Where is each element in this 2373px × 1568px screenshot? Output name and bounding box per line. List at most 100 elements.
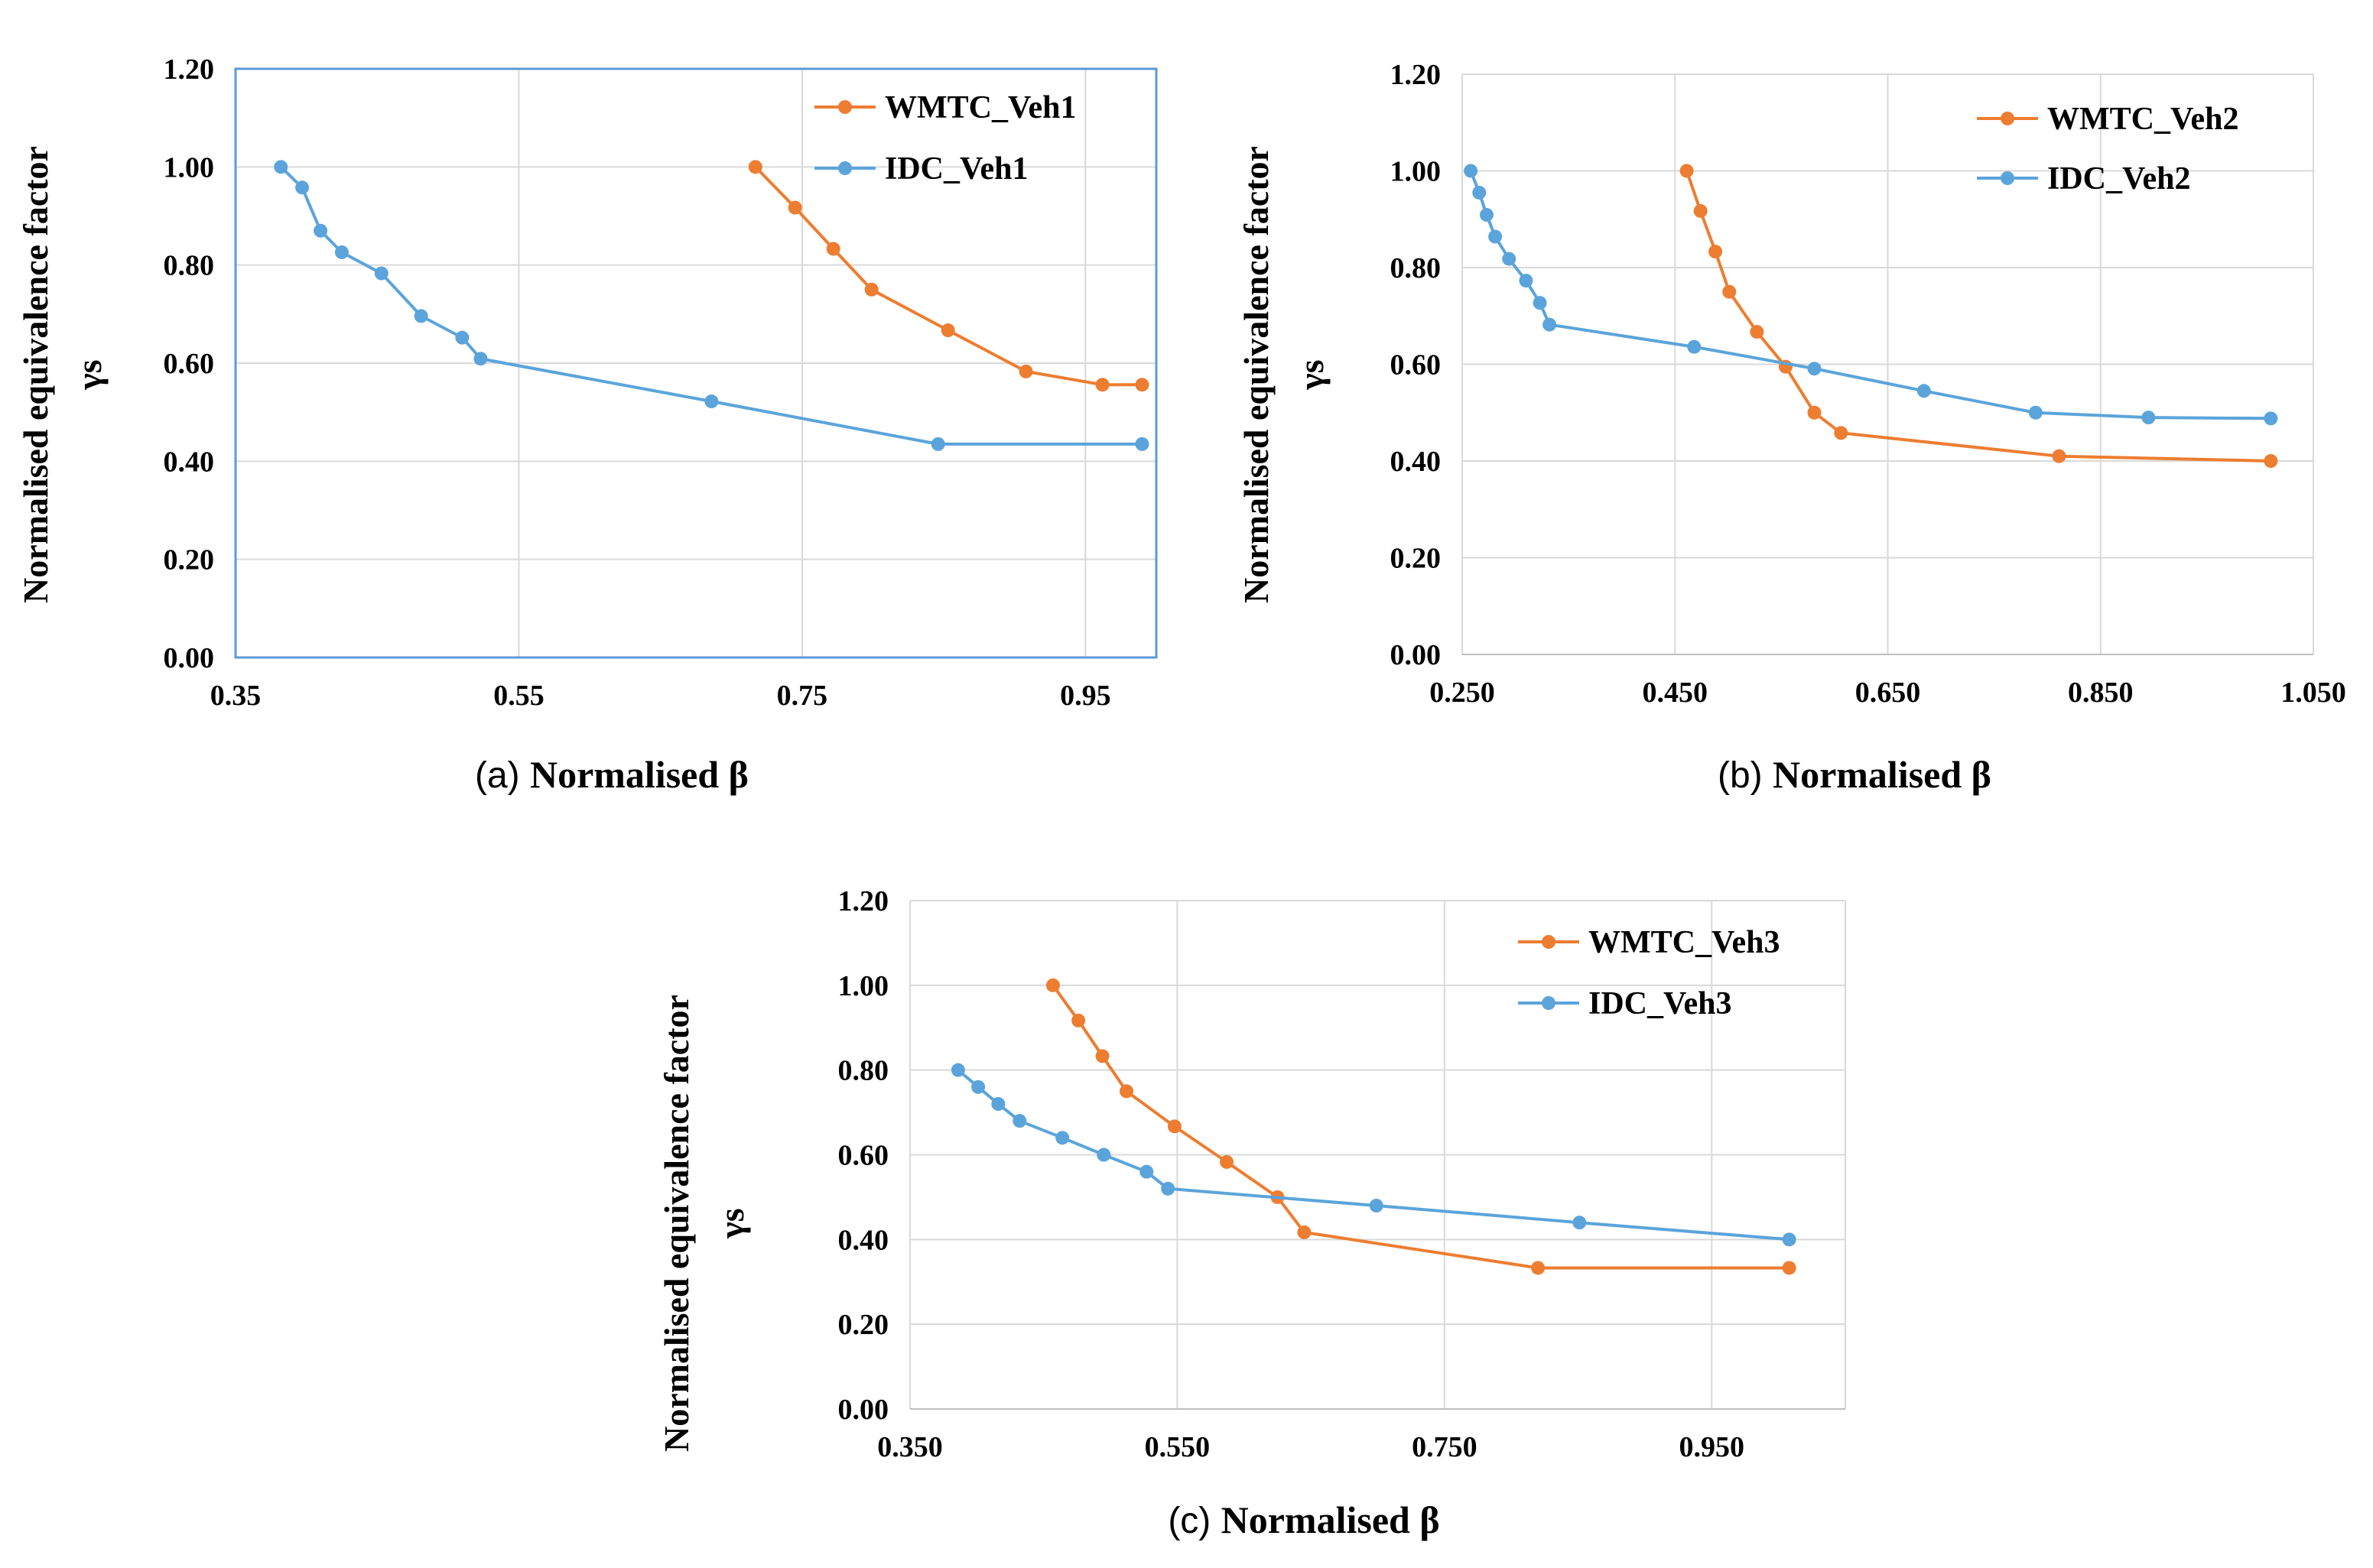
legend-label: IDC_Veh1	[885, 151, 1028, 187]
data-point-IDC_Veh2	[1542, 318, 1556, 332]
y-tick-label: 0.40	[164, 446, 215, 478]
y-tick-label: 1.20	[164, 54, 215, 86]
data-point-IDC_Veh1	[473, 352, 487, 365]
data-point-IDC_Veh3	[1139, 1165, 1153, 1179]
x-tick-label: 0.850	[2068, 677, 2134, 709]
y-tick-label: 0.20	[164, 544, 215, 576]
chart-2: 0.00 0.20 0.40 0.60 0.80 1.00 1.20 0.350 0.550 0.…	[657, 885, 1845, 1541]
data-point-WMTC_Veh2	[1834, 426, 1848, 440]
data-point-IDC_Veh2	[1917, 384, 1931, 398]
y-tick-label: 0.60	[838, 1140, 889, 1172]
data-point-WMTC_Veh2	[1694, 204, 1708, 218]
data-point-WMTC_Veh2	[1680, 164, 1694, 178]
x-tick-label: 0.55	[493, 680, 544, 712]
series-line-WMTC_Veh1	[756, 167, 1143, 385]
data-point-WMTC_Veh1	[1019, 365, 1033, 378]
data-point-WMTC_Veh3	[1297, 1226, 1311, 1239]
y-tick-label: 0.40	[1390, 446, 1442, 478]
y-tick-label: 0.60	[164, 348, 215, 380]
legend-label: WMTC_Veh3	[1588, 925, 1780, 960]
data-point-WMTC_Veh1	[1096, 378, 1110, 391]
x-tick-label: 0.250	[1429, 677, 1495, 709]
data-point-IDC_Veh2	[1687, 340, 1701, 354]
y-tick-label: 1.20	[1390, 59, 1442, 91]
data-point-WMTC_Veh2	[1722, 285, 1736, 299]
legend-label: IDC_Veh3	[1588, 986, 1731, 1021]
data-point-IDC_Veh1	[295, 180, 309, 194]
panel-letter: (a)	[475, 755, 530, 796]
y-tick-label: 0.40	[838, 1224, 889, 1256]
y-tick-label: 0.00	[164, 642, 215, 674]
chart-0: 0.00 0.20 0.40 0.60 0.80 1.00 1.20 0.35 0.55 0.75…	[16, 54, 1156, 796]
data-point-WMTC_Veh1	[788, 201, 802, 215]
legend-label: IDC_Veh2	[2047, 161, 2190, 196]
chart-1: 0.000.200.400.600.801.001.200.250 0.450 0.…	[1237, 59, 2346, 796]
x-tick-label: 0.550	[1145, 1431, 1211, 1463]
data-point-WMTC_Veh3	[1531, 1261, 1545, 1274]
y-tick-label: 0.20	[838, 1309, 889, 1341]
x-tick-label: 0.750	[1412, 1431, 1477, 1463]
data-point-IDC_Veh3	[1055, 1131, 1069, 1144]
data-point-IDC_Veh2	[1480, 208, 1494, 222]
x-axis-label: Normalised β	[1221, 1498, 1440, 1541]
data-point-IDC_Veh2	[1488, 230, 1502, 244]
data-point-IDC_Veh3	[1013, 1114, 1026, 1128]
x-axis-caption: (b) Normalised β	[1718, 753, 1991, 796]
data-point-IDC_Veh1	[314, 224, 327, 238]
panel-letter: (b)	[1718, 755, 1773, 796]
legend-marker	[838, 161, 852, 175]
x-axis-caption: (c) Normalised β	[1168, 1498, 1439, 1541]
data-point-WMTC_Veh3	[1096, 1049, 1110, 1063]
data-point-IDC_Veh2	[1519, 274, 1533, 287]
x-tick-label: 0.350	[877, 1431, 943, 1463]
data-point-IDC_Veh3	[1161, 1182, 1175, 1196]
data-point-WMTC_Veh1	[827, 242, 840, 255]
y-axis-label: Normalised equivalence factor	[1237, 146, 1276, 603]
y-tick-label: 1.00	[164, 151, 215, 183]
data-point-WMTC_Veh2	[1808, 406, 1822, 420]
y-axis-symbol: γs	[1292, 359, 1331, 390]
data-point-WMTC_Veh1	[1135, 378, 1149, 391]
data-point-WMTC_Veh3	[1220, 1155, 1234, 1169]
legend-marker	[1542, 935, 1555, 949]
x-tick-label: 0.950	[1679, 1431, 1745, 1463]
legend-label: WMTC_Veh2	[2047, 102, 2238, 137]
x-axis-caption: (a) Normalised β	[475, 753, 749, 796]
data-point-IDC_Veh3	[1783, 1232, 1796, 1246]
data-point-WMTC_Veh3	[1168, 1119, 1182, 1133]
x-tick-label: 1.050	[2280, 677, 2346, 709]
y-axis-symbol: γs	[70, 359, 109, 390]
data-point-IDC_Veh2	[2029, 406, 2043, 420]
x-tick-label: 0.75	[777, 680, 828, 712]
data-point-IDC_Veh1	[931, 437, 945, 451]
data-point-WMTC_Veh3	[1046, 979, 1060, 992]
data-point-IDC_Veh1	[335, 245, 349, 259]
y-tick-label: 0.60	[1390, 349, 1442, 381]
legend-marker	[838, 100, 852, 114]
data-point-IDC_Veh1	[274, 160, 288, 174]
data-point-WMTC_Veh1	[749, 160, 762, 174]
legend-marker	[2001, 112, 2014, 125]
y-axis-symbol: γs	[712, 1208, 751, 1238]
data-point-WMTC_Veh1	[865, 283, 879, 297]
data-point-IDC_Veh1	[1135, 437, 1149, 451]
data-point-IDC_Veh2	[1808, 362, 1822, 375]
data-point-WMTC_Veh2	[1750, 325, 1763, 339]
data-point-IDC_Veh2	[1502, 252, 1516, 266]
data-point-IDC_Veh3	[1370, 1199, 1383, 1213]
data-point-WMTC_Veh3	[1783, 1261, 1796, 1274]
data-point-WMTC_Veh2	[2264, 454, 2277, 468]
data-point-IDC_Veh2	[1464, 164, 1477, 178]
data-point-IDC_Veh2	[2264, 411, 2277, 425]
series-line-IDC_Veh2	[1471, 171, 2271, 419]
x-tick-label: 0.450	[1643, 677, 1708, 709]
legend-marker	[1542, 996, 1555, 1010]
data-point-IDC_Veh1	[704, 394, 718, 408]
series-line-WMTC_Veh3	[1053, 985, 1790, 1268]
y-axis-label: Normalised equivalence factor	[16, 146, 55, 603]
data-point-IDC_Veh3	[951, 1063, 965, 1077]
y-tick-label: 0.80	[1390, 252, 1442, 284]
data-point-WMTC_Veh3	[1120, 1084, 1133, 1098]
y-tick-label: 0.20	[1390, 543, 1442, 575]
data-point-WMTC_Veh1	[941, 323, 955, 337]
